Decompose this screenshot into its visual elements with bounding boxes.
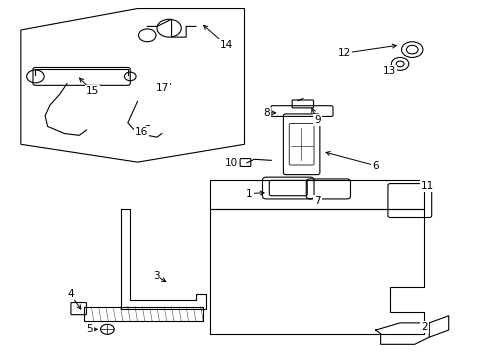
Text: 14: 14 (219, 40, 232, 50)
Text: 8: 8 (263, 108, 269, 118)
Text: 12: 12 (337, 48, 350, 58)
Text: 6: 6 (372, 161, 378, 171)
Text: 9: 9 (313, 115, 320, 125)
Text: 5: 5 (86, 324, 93, 334)
Text: 11: 11 (420, 181, 433, 192)
Text: 16: 16 (135, 127, 148, 137)
Text: 1: 1 (245, 189, 252, 199)
Text: 7: 7 (313, 197, 320, 206)
Text: 13: 13 (382, 66, 395, 76)
Text: 10: 10 (224, 158, 238, 168)
Text: 2: 2 (420, 322, 427, 332)
Text: 15: 15 (86, 86, 99, 96)
Text: 3: 3 (152, 271, 159, 281)
Text: 17: 17 (156, 83, 169, 93)
Text: 4: 4 (67, 289, 74, 299)
